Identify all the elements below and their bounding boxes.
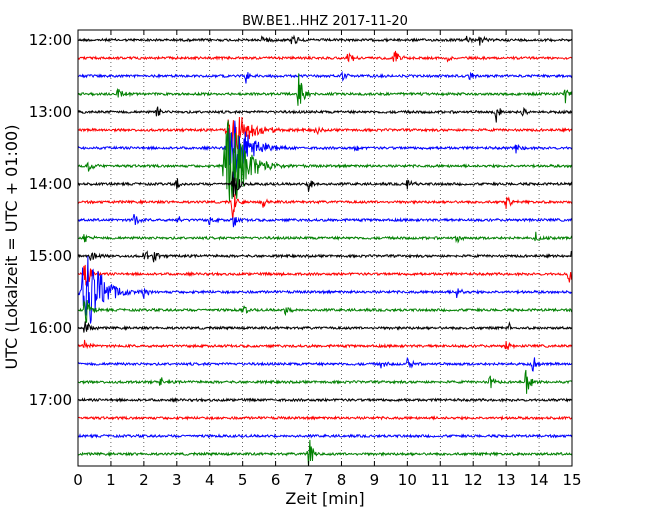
trace-16:00 <box>77 321 573 333</box>
y-tick-label-4: 16:00 <box>29 319 72 337</box>
x-tick-label-7: 7 <box>304 471 314 489</box>
trace-15:00 <box>78 250 573 263</box>
y-tick-label-5: 17:00 <box>29 391 72 409</box>
trace-13:45 <box>77 120 573 202</box>
trace-14:00 <box>77 171 573 198</box>
x-tick-label-3: 3 <box>172 471 182 489</box>
trace-15:30 <box>77 255 573 324</box>
x-tick-label-14: 14 <box>530 471 549 489</box>
x-tick-label-15: 15 <box>562 471 581 489</box>
x-tick-label-0: 0 <box>73 471 83 489</box>
trace-15:45 <box>77 299 573 324</box>
seismic-traces <box>77 34 573 467</box>
trace-14:45 <box>77 231 573 244</box>
x-tick-label-11: 11 <box>431 471 450 489</box>
x-tick-label-13: 13 <box>497 471 516 489</box>
trace-13:00 <box>77 106 573 123</box>
x-tick-label-5: 5 <box>238 471 248 489</box>
x-tick-label-1: 1 <box>106 471 116 489</box>
y-tick-label-0: 12:00 <box>29 31 72 49</box>
x-tick-label-12: 12 <box>464 471 483 489</box>
trace-16:30 <box>77 356 573 372</box>
x-tick-label-8: 8 <box>337 471 347 489</box>
y-tick-label-3: 15:00 <box>29 247 72 265</box>
x-tick-label-2: 2 <box>139 471 149 489</box>
y-axis-ticks: 12:00 13:00 14:00 15:00 16:00 17:00 <box>29 31 572 409</box>
y-axis-label: UTC (Lokalzeit = UTC + 01:00) <box>2 125 21 370</box>
trace-17:30 <box>77 433 573 439</box>
x-tick-label-6: 6 <box>271 471 281 489</box>
y-tick-label-1: 13:00 <box>29 103 72 121</box>
x-tick-label-10: 10 <box>398 471 417 489</box>
x-tick-label-4: 4 <box>205 471 215 489</box>
trace-12:30 <box>77 70 573 84</box>
trace-13:15 <box>77 116 573 153</box>
chart-title: BW.BE1..HHZ 2017-11-20 <box>242 14 408 29</box>
trace-16:15 <box>77 339 573 350</box>
trace-16:45 <box>77 369 573 394</box>
trace-12:45 <box>77 73 573 106</box>
trace-12:00 <box>77 34 573 46</box>
x-tick-label-9: 9 <box>370 471 380 489</box>
x-axis-ticks: 0 1 2 3 4 5 6 7 8 9 10 11 12 13 14 15 <box>73 30 582 489</box>
plot-frame <box>77 29 573 467</box>
trace-12:15 <box>77 50 573 63</box>
trace-14:15 <box>77 194 573 221</box>
trace-13:30 <box>77 120 573 179</box>
trace-15:15 <box>77 264 573 286</box>
y-tick-label-2: 14:00 <box>29 175 72 193</box>
trace-17:45 <box>77 439 573 467</box>
trace-17:00 <box>77 397 573 403</box>
x-axis-label: Zeit [min] <box>285 489 364 508</box>
trace-14:30 <box>77 213 573 228</box>
trace-17:15 <box>77 415 573 421</box>
